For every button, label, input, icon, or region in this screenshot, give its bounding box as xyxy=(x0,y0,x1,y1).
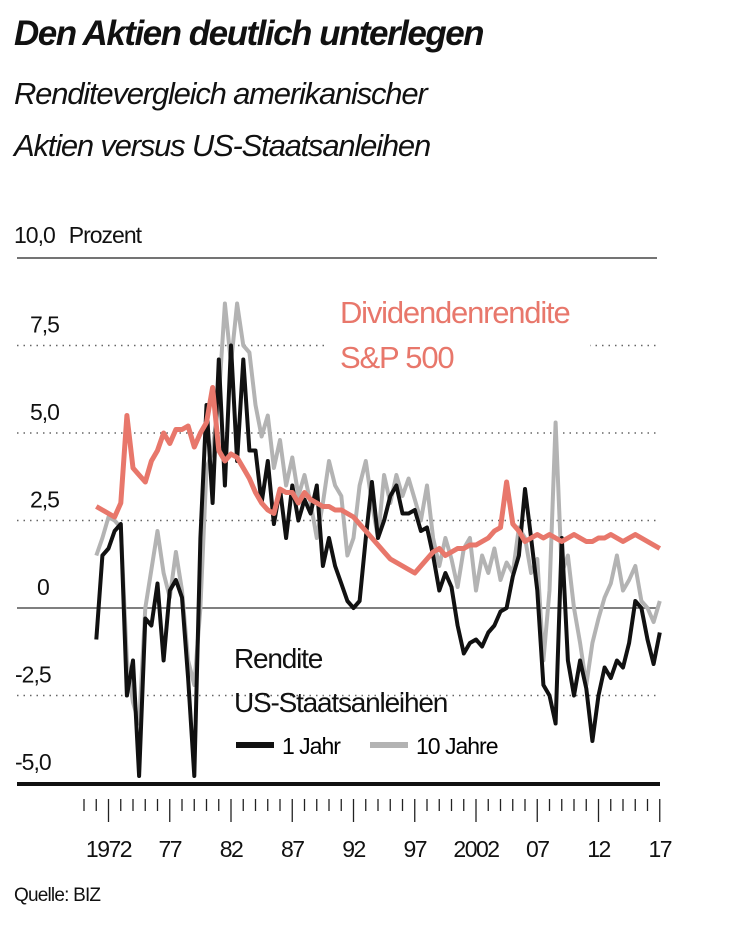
legend: 1 Jahr 10 Jahre xyxy=(236,733,499,759)
series-line-dividend xyxy=(95,385,662,576)
dividend-label-line-2: S&P 500 xyxy=(340,340,454,375)
source-note: Quelle: BIZ xyxy=(14,885,101,906)
x-tick-label: 97 xyxy=(403,836,426,862)
x-tick-label: 87 xyxy=(281,836,304,862)
x-tick-label: 1972 xyxy=(86,836,132,862)
bond-annotation: Rendite US-Staatsanleihen xyxy=(234,643,448,718)
chart-title: Den Aktien deutlich unterlegen xyxy=(14,14,485,53)
x-tick-label: 92 xyxy=(342,836,365,862)
y-tick-label: 7,5 xyxy=(30,312,59,338)
y-axis-top-label: 10,0 Prozent xyxy=(14,222,155,249)
y-tick-label: 5,0 xyxy=(30,399,59,425)
chart-subtitle-line-1: Renditevergleich amerikanischer xyxy=(14,76,428,111)
dividend-label-line-1: Dividendenrendite xyxy=(340,295,570,330)
series-lines xyxy=(94,301,662,778)
bond-label-line-2: US-Staatsanleihen xyxy=(234,687,447,718)
y-tick-label: 2,5 xyxy=(30,487,59,513)
y-tick-label: -2,5 xyxy=(15,662,51,688)
x-axis: 1972 77 82 87 92 97 2002 07 12 17 xyxy=(83,799,673,862)
x-tick-label: 2002 xyxy=(453,836,499,862)
legend-label-1-jahr: 1 Jahr xyxy=(282,733,341,759)
dividend-annotation: Dividendenrendite S&P 500 xyxy=(325,285,590,380)
series-line-one-year xyxy=(94,343,662,778)
annotation-background xyxy=(325,285,590,380)
bond-label-line-1: Rendite xyxy=(234,643,323,674)
x-tick-label: 17 xyxy=(648,836,671,862)
x-tick-label: 12 xyxy=(587,836,610,862)
legend-label-10-jahre: 10 Jahre xyxy=(416,733,498,759)
x-tick-label: 77 xyxy=(158,836,181,862)
x-tick-label: 82 xyxy=(220,836,243,862)
y-tick-label-top: 10,0 xyxy=(14,222,56,248)
y-tick-label: -5,0 xyxy=(15,749,51,775)
chart-subtitle-line-2: Aktien versus US-Staatsanleihen xyxy=(14,128,431,163)
y-tick-label: 0 xyxy=(37,574,49,600)
x-tick-label: 07 xyxy=(526,836,549,862)
unit-label: Prozent xyxy=(68,222,142,248)
